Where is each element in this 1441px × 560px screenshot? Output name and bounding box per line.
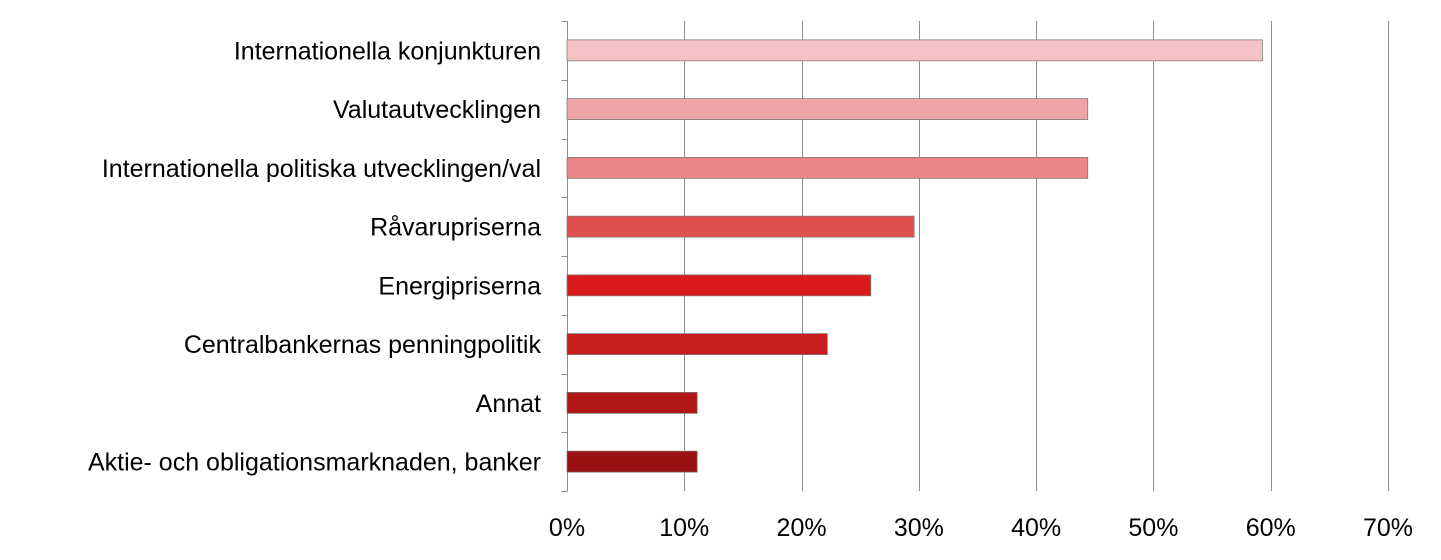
x-tick-label-40: 40% [1011,514,1061,542]
category-label-4: Råvarupriserna [370,214,541,242]
category-label-3: Internationella politiska utvecklingen/v… [102,155,541,183]
x-tick-label-70: 70% [1363,514,1413,542]
category-label-8: Aktie- och obligationsmarknaden, banker [88,449,541,477]
grid-lines [684,21,1389,491]
x-tick-label-0: 0% [549,514,585,542]
x-tick-label-50: 50% [1128,514,1178,542]
x-tick-label-10: 10% [659,514,709,542]
category-label-2: Valutautvecklingen [333,96,541,124]
x-tick-label-60: 60% [1246,514,1296,542]
bar-1 [566,39,1263,62]
category-label-5: Energipriserna [378,272,541,300]
bar-8 [566,450,698,473]
category-label-6: Centralbankernas penningpolitik [184,331,542,359]
x-tick-labels: 0% 10% 20% 30% 40% 50% 60% 70% [549,514,1413,542]
category-label-7: Annat [476,390,541,418]
bar-4 [566,215,915,238]
category-axis [561,21,568,492]
bar-3 [566,157,1089,179]
x-tick-label-20: 20% [777,514,827,542]
bar-7 [566,392,698,414]
bars [566,39,1263,473]
category-label-1: Internationella konjunkturen [234,37,541,65]
bar-6 [566,333,828,355]
category-labels: Internationella konjunkturen Valutautveck… [88,37,542,476]
x-tick-label-30: 30% [894,514,944,542]
bar-5 [566,274,872,297]
bar-2 [566,98,1089,120]
